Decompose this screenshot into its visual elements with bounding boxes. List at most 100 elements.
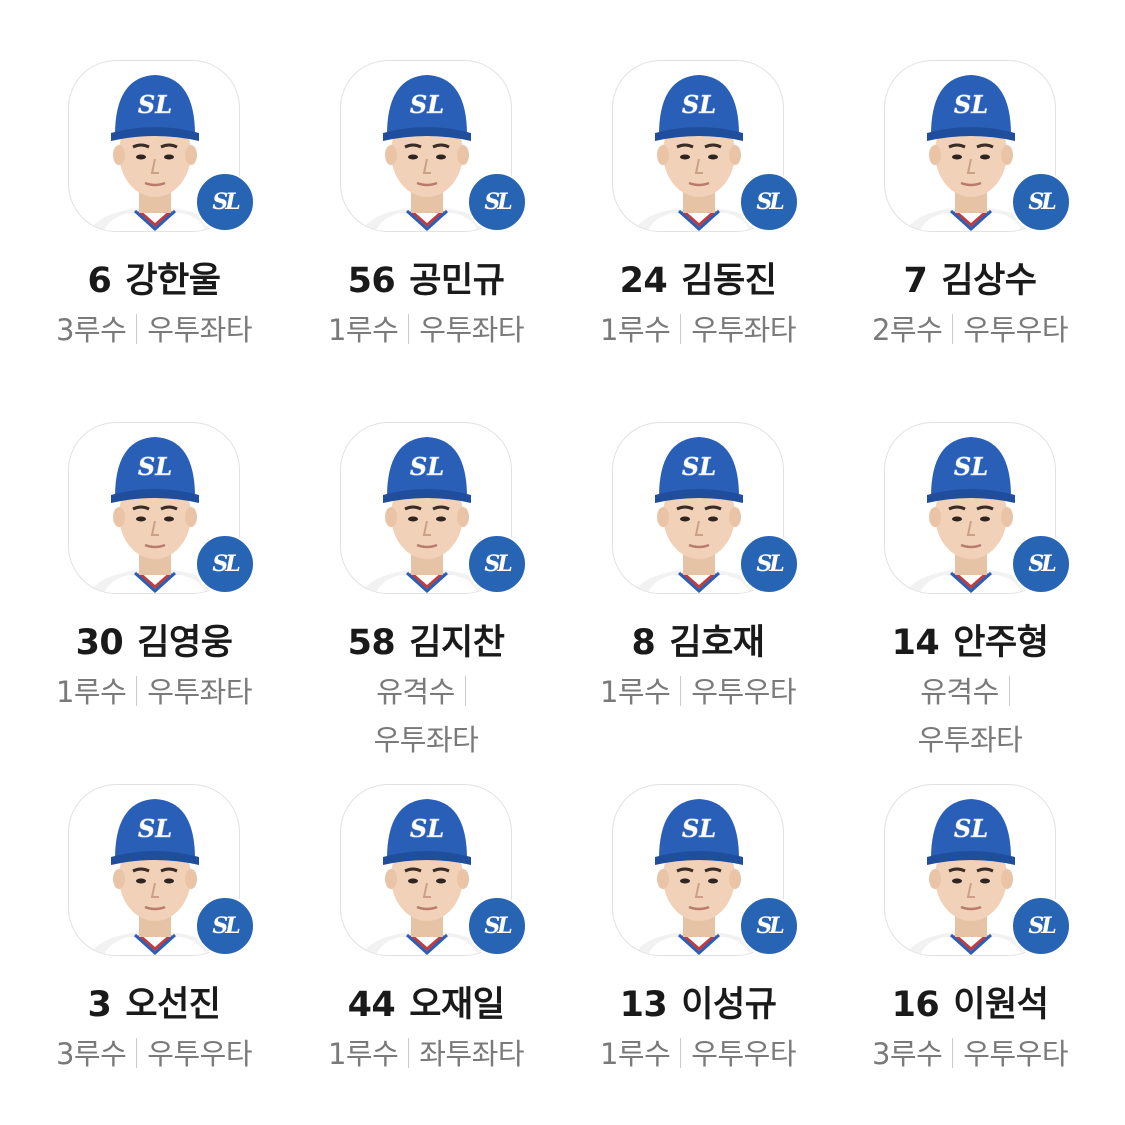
player-name: 강한울 xyxy=(125,261,221,301)
player-info: 1루수 우투좌타 xyxy=(544,306,852,354)
player-name-line[interactable]: 56 공민규 xyxy=(272,252,580,303)
player-number: 44 xyxy=(347,985,396,1025)
player-card[interactable]: SL SL 6 강한울 3루수 우투좌타 xyxy=(0,0,272,350)
svg-text:SL: SL xyxy=(138,90,172,119)
info-divider xyxy=(136,314,138,344)
player-bat-throw: 좌투좌타 xyxy=(419,1037,525,1071)
player-info: 1루수 우투좌타 xyxy=(0,668,308,716)
info-divider xyxy=(136,1038,138,1068)
player-info: 1루수 우투좌타 xyxy=(272,306,580,354)
player-photo: SL xyxy=(906,75,1036,231)
player-number: 56 xyxy=(347,261,396,301)
player-name: 오재일 xyxy=(409,985,505,1025)
player-card[interactable]: SL SL 24 김동진 1루수 우투좌타 xyxy=(544,0,816,350)
player-photo-frame[interactable]: SL xyxy=(68,60,240,232)
player-name: 김상수 xyxy=(941,261,1037,301)
player-photo: SL xyxy=(906,437,1036,593)
player-number: 30 xyxy=(75,623,124,663)
player-card[interactable]: SL SL 16 이원석 3루수 우투우타 xyxy=(816,724,1088,1074)
player-card[interactable]: SL SL 3 오선진 3루수 우투우타 xyxy=(0,724,272,1074)
player-name: 이성규 xyxy=(681,985,777,1025)
player-photo-frame[interactable]: SL xyxy=(884,422,1056,594)
player-info: 3루수 우투우타 xyxy=(0,1030,308,1078)
svg-text:SL: SL xyxy=(682,452,716,481)
player-card[interactable]: SL SL 14 안주형 유격수 우투좌타 xyxy=(816,362,1088,757)
player-card[interactable]: SL SL 8 김호재 1루수 우투우타 xyxy=(544,362,816,712)
team-logo-badge: SL xyxy=(1011,172,1071,232)
player-photo: SL xyxy=(362,799,492,955)
svg-text:SL: SL xyxy=(954,814,988,843)
player-info: 1루수 우투우타 xyxy=(544,668,852,716)
svg-text:SL: SL xyxy=(954,90,988,119)
player-name-line[interactable]: 14 안주형 xyxy=(816,614,1124,665)
player-photo: SL xyxy=(362,437,492,593)
player-position: 3루수 xyxy=(55,313,127,347)
team-logo-badge: SL xyxy=(195,534,255,594)
player-name-line[interactable]: 44 오재일 xyxy=(272,976,580,1027)
player-photo: SL xyxy=(634,799,764,955)
info-divider xyxy=(1008,676,1010,706)
player-bat-throw: 우투좌타 xyxy=(691,313,797,347)
player-photo-frame[interactable]: SL xyxy=(612,784,784,956)
player-card[interactable]: SL SL 44 오재일 1루수 좌투좌타 xyxy=(272,724,544,1074)
player-name: 김호재 xyxy=(669,623,765,663)
player-position: 1루수 xyxy=(599,313,671,347)
player-bat-throw: 우투우타 xyxy=(691,1037,797,1071)
player-bat-throw: 우투좌타 xyxy=(373,723,479,757)
team-logo-badge: SL xyxy=(467,534,527,594)
player-position: 1루수 xyxy=(599,1037,671,1071)
player-card[interactable]: SL SL 30 김영웅 1루수 우투좌타 xyxy=(0,362,272,712)
player-position: 3루수 xyxy=(55,1037,127,1071)
team-logo-badge: SL xyxy=(195,896,255,956)
team-logo-badge: SL xyxy=(467,896,527,956)
player-number: 24 xyxy=(619,261,668,301)
player-name-line[interactable]: 6 강한울 xyxy=(0,252,308,303)
player-name-line[interactable]: 8 김호재 xyxy=(544,614,852,665)
player-name: 이원석 xyxy=(953,985,1049,1025)
info-divider xyxy=(680,314,682,344)
player-position: 2루수 xyxy=(871,313,943,347)
player-card[interactable]: SL SL 58 김지찬 유격수 우투좌타 xyxy=(272,362,544,757)
player-bat-throw: 우투우타 xyxy=(691,675,797,709)
player-info: 유격수 우투좌타 xyxy=(816,668,1124,764)
player-photo-frame[interactable]: SL xyxy=(884,60,1056,232)
player-position: 유격수 xyxy=(376,675,455,709)
svg-text:SL: SL xyxy=(410,452,444,481)
svg-text:SL: SL xyxy=(410,814,444,843)
player-position: 3루수 xyxy=(871,1037,943,1071)
player-photo-frame[interactable]: SL xyxy=(340,422,512,594)
player-position: 1루수 xyxy=(55,675,127,709)
player-bat-throw: 우투우타 xyxy=(963,1037,1069,1071)
info-divider xyxy=(952,1038,954,1068)
player-name-line[interactable]: 7 김상수 xyxy=(816,252,1124,303)
player-info: 2루수 우투우타 xyxy=(816,306,1124,354)
player-name-line[interactable]: 13 이성규 xyxy=(544,976,852,1027)
player-name-line[interactable]: 16 이원석 xyxy=(816,976,1124,1027)
player-card[interactable]: SL SL 56 공민규 1루수 우투좌타 xyxy=(272,0,544,350)
player-name-line[interactable]: 24 김동진 xyxy=(544,252,852,303)
player-number: 3 xyxy=(87,985,112,1025)
svg-text:SL: SL xyxy=(682,814,716,843)
player-card[interactable]: SL SL 13 이성규 1루수 우투우타 xyxy=(544,724,816,1074)
player-name: 김동진 xyxy=(681,261,777,301)
info-divider xyxy=(408,1038,410,1068)
player-name-line[interactable]: 58 김지찬 xyxy=(272,614,580,665)
player-photo: SL xyxy=(634,75,764,231)
player-bat-throw: 우투좌타 xyxy=(147,313,253,347)
player-photo: SL xyxy=(906,799,1036,955)
player-photo: SL xyxy=(362,75,492,231)
player-name-line[interactable]: 30 김영웅 xyxy=(0,614,308,665)
player-card[interactable]: SL SL 7 김상수 2루수 우투우타 xyxy=(816,0,1088,350)
team-logo-badge: SL xyxy=(467,172,527,232)
player-number: 13 xyxy=(619,985,668,1025)
player-photo: SL xyxy=(90,75,220,231)
player-number: 16 xyxy=(891,985,940,1025)
player-bat-throw: 우투우타 xyxy=(147,1037,253,1071)
player-bat-throw: 우투좌타 xyxy=(917,723,1023,757)
info-divider xyxy=(952,314,954,344)
player-name: 공민규 xyxy=(409,261,505,301)
player-name-line[interactable]: 3 오선진 xyxy=(0,976,308,1027)
player-name: 김지찬 xyxy=(409,623,505,663)
player-photo-frame[interactable]: SL xyxy=(340,784,512,956)
